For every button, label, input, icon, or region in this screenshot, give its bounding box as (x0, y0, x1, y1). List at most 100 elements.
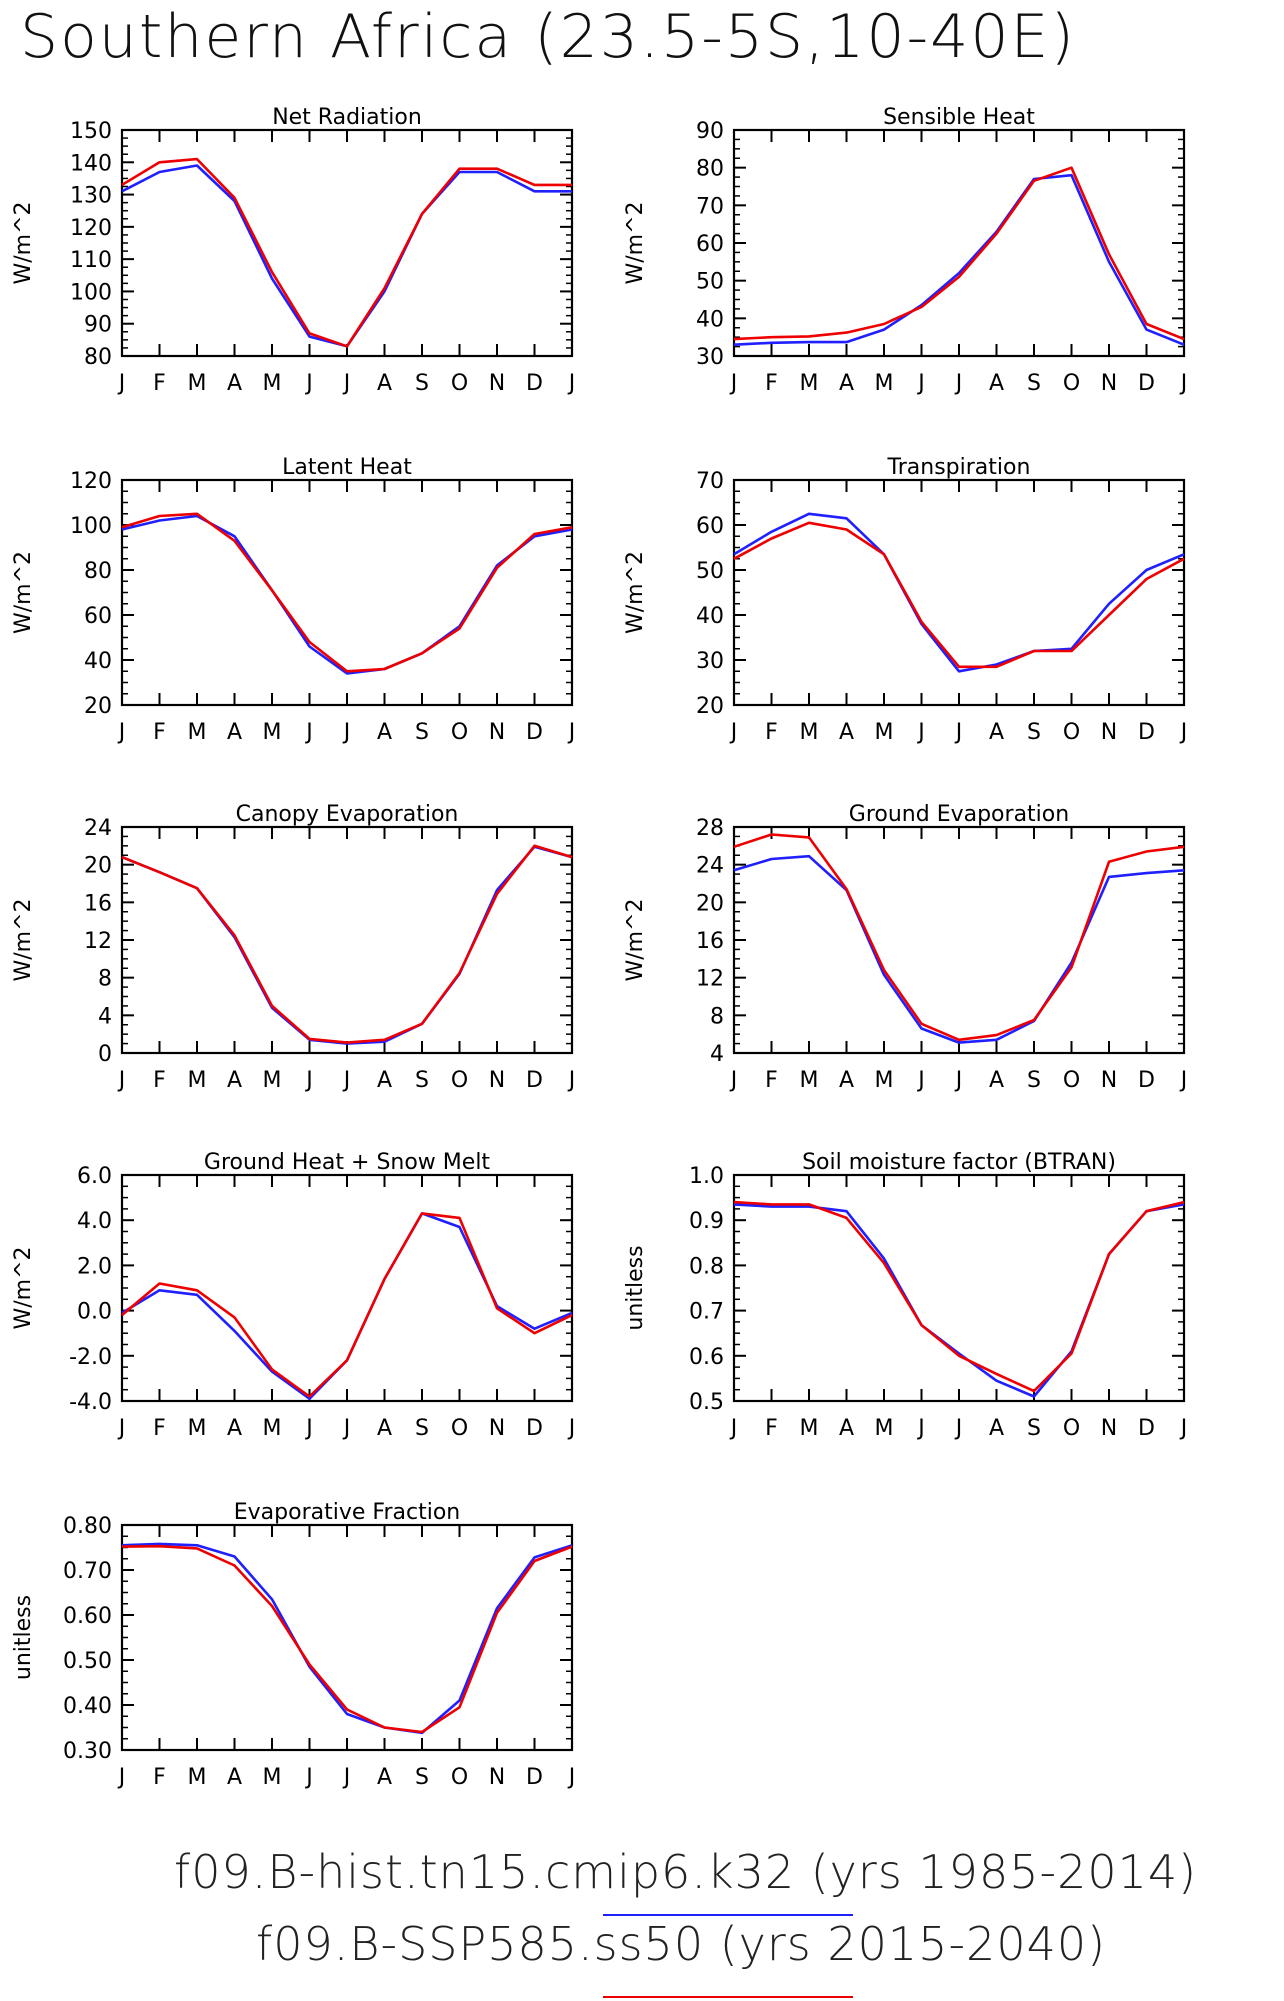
y-tick-label: 24 (84, 816, 112, 841)
x-tick-label: A (989, 1416, 1004, 1441)
series-line-ssp585 (733, 1200, 1185, 1393)
x-tick-label: J (117, 1068, 126, 1093)
x-tick-label: M (188, 1068, 207, 1093)
x-tick-label: M (263, 720, 282, 745)
x-tick-label: O (451, 1765, 468, 1790)
x-tick-label: J (916, 720, 925, 745)
x-tick-label: J (1179, 371, 1188, 396)
y-axis-label: W/m^2 (11, 201, 36, 284)
y-tick-label: 0.7 (689, 1300, 724, 1325)
y-tick-label: 0.0 (77, 1300, 112, 1325)
y-tick-label: 40 (696, 307, 724, 332)
series-line-historical (733, 1203, 1185, 1398)
x-tick-label: J (916, 1416, 925, 1441)
case-label-ssp585: f09.B-SSP585.ss50 (yrs 2015-2040) (256, 1917, 1107, 1971)
x-tick-label: J (567, 1416, 576, 1441)
y-tick-label: 120 (70, 216, 112, 241)
x-tick-label: D (526, 1765, 543, 1790)
y-tick-label: 28 (696, 816, 724, 841)
x-tick-label: M (800, 1416, 819, 1441)
x-tick-label: N (489, 1765, 505, 1790)
plot-frame (120, 825, 574, 1055)
x-tick-label: S (1027, 720, 1041, 745)
x-tick-label: M (800, 720, 819, 745)
y-tick-label: 12 (84, 929, 112, 954)
plot-frame (120, 1523, 574, 1752)
x-tick-label: F (765, 1068, 778, 1093)
chart-panel-8: Soil moisture factor (BTRAN) unitless 0.5 0… (623, 1150, 1187, 1441)
x-tick-label: J (567, 1765, 576, 1790)
y-tick-label: 12 (696, 967, 724, 992)
y-tick-label: 50 (696, 559, 724, 584)
y-tick-label: 0.5 (689, 1390, 724, 1415)
y-tick-label: 0.50 (63, 1649, 112, 1674)
y-tick-label: 0.70 (63, 1559, 112, 1584)
x-tick-label: M (875, 1068, 894, 1093)
y-tick-label: 0.6 (689, 1345, 724, 1370)
y-tick-label: 100 (70, 280, 112, 305)
y-tick-label: 0.80 (63, 1514, 112, 1539)
x-tick-label: A (377, 1068, 392, 1093)
series-line-ssp585 (733, 833, 1185, 1042)
series-line-historical (733, 512, 1185, 673)
x-tick-label: F (765, 371, 778, 396)
x-tick-label: J (954, 1068, 963, 1093)
y-tick-label: 80 (696, 157, 724, 182)
y-tick-label: 130 (70, 184, 112, 209)
plot-frame (120, 128, 574, 358)
x-tick-label: S (415, 1416, 429, 1441)
x-tick-label: A (227, 371, 242, 396)
y-tick-label: 70 (696, 469, 724, 494)
x-tick-label: F (153, 1765, 166, 1790)
x-tick-label: J (729, 1068, 738, 1093)
x-tick-label: N (1101, 1068, 1117, 1093)
x-tick-label: A (227, 1068, 242, 1093)
x-tick-label: J (342, 1765, 351, 1790)
y-tick-label: 24 (696, 854, 724, 879)
x-tick-label: D (1138, 1068, 1155, 1093)
x-tick-label: A (989, 720, 1004, 745)
x-tick-label: J (567, 720, 576, 745)
y-tick-label: 20 (84, 854, 112, 879)
y-tick-label: 8 (710, 1004, 724, 1029)
y-tick-label: 6.0 (77, 1164, 112, 1189)
series-line-ssp585 (121, 512, 573, 673)
x-tick-label: J (342, 1068, 351, 1093)
y-axis-label: unitless (11, 1595, 36, 1680)
x-tick-label: J (1179, 1068, 1188, 1093)
x-tick-label: J (567, 371, 576, 396)
x-tick-label: J (729, 371, 738, 396)
y-tick-label: 30 (696, 345, 724, 370)
x-tick-label: J (954, 720, 963, 745)
x-tick-label: O (451, 371, 468, 396)
x-tick-label: J (117, 1416, 126, 1441)
y-tick-label: 90 (696, 119, 724, 144)
case-label-historical: f09.B-hist.tn15.cmip6.k32 (yrs 1985-2014… (174, 1845, 1198, 1899)
plot-frame (732, 1173, 1186, 1403)
x-tick-label: S (415, 1765, 429, 1790)
chart-title: Soil moisture factor (BTRAN) (802, 1150, 1116, 1175)
series-line-ssp585 (733, 521, 1185, 669)
y-tick-label: 0 (98, 1042, 112, 1067)
x-tick-label: M (188, 371, 207, 396)
x-tick-label: F (765, 1416, 778, 1441)
x-tick-label: M (800, 371, 819, 396)
x-tick-label: A (227, 720, 242, 745)
x-tick-label: N (489, 371, 505, 396)
chart-title: Canopy Evaporation (236, 802, 459, 827)
chart-panel-9: Evaporative Fraction unitless 0.30 0.40 0.50… (11, 1500, 575, 1790)
chart-title: Net Radiation (272, 105, 422, 130)
y-tick-label: -2.0 (69, 1345, 112, 1370)
x-tick-label: J (342, 1416, 351, 1441)
x-tick-label: J (304, 1068, 313, 1093)
x-tick-label: O (1063, 1416, 1080, 1441)
y-tick-label: 20 (84, 694, 112, 719)
chart-title: Sensible Heat (883, 105, 1035, 130)
y-axis-label: W/m^2 (11, 551, 36, 634)
case-swatch-ssp585 (603, 1996, 853, 1998)
x-tick-label: N (1101, 720, 1117, 745)
x-tick-label: J (1179, 720, 1188, 745)
series-line-historical (121, 845, 573, 1045)
y-tick-label: 0.30 (63, 1739, 112, 1764)
